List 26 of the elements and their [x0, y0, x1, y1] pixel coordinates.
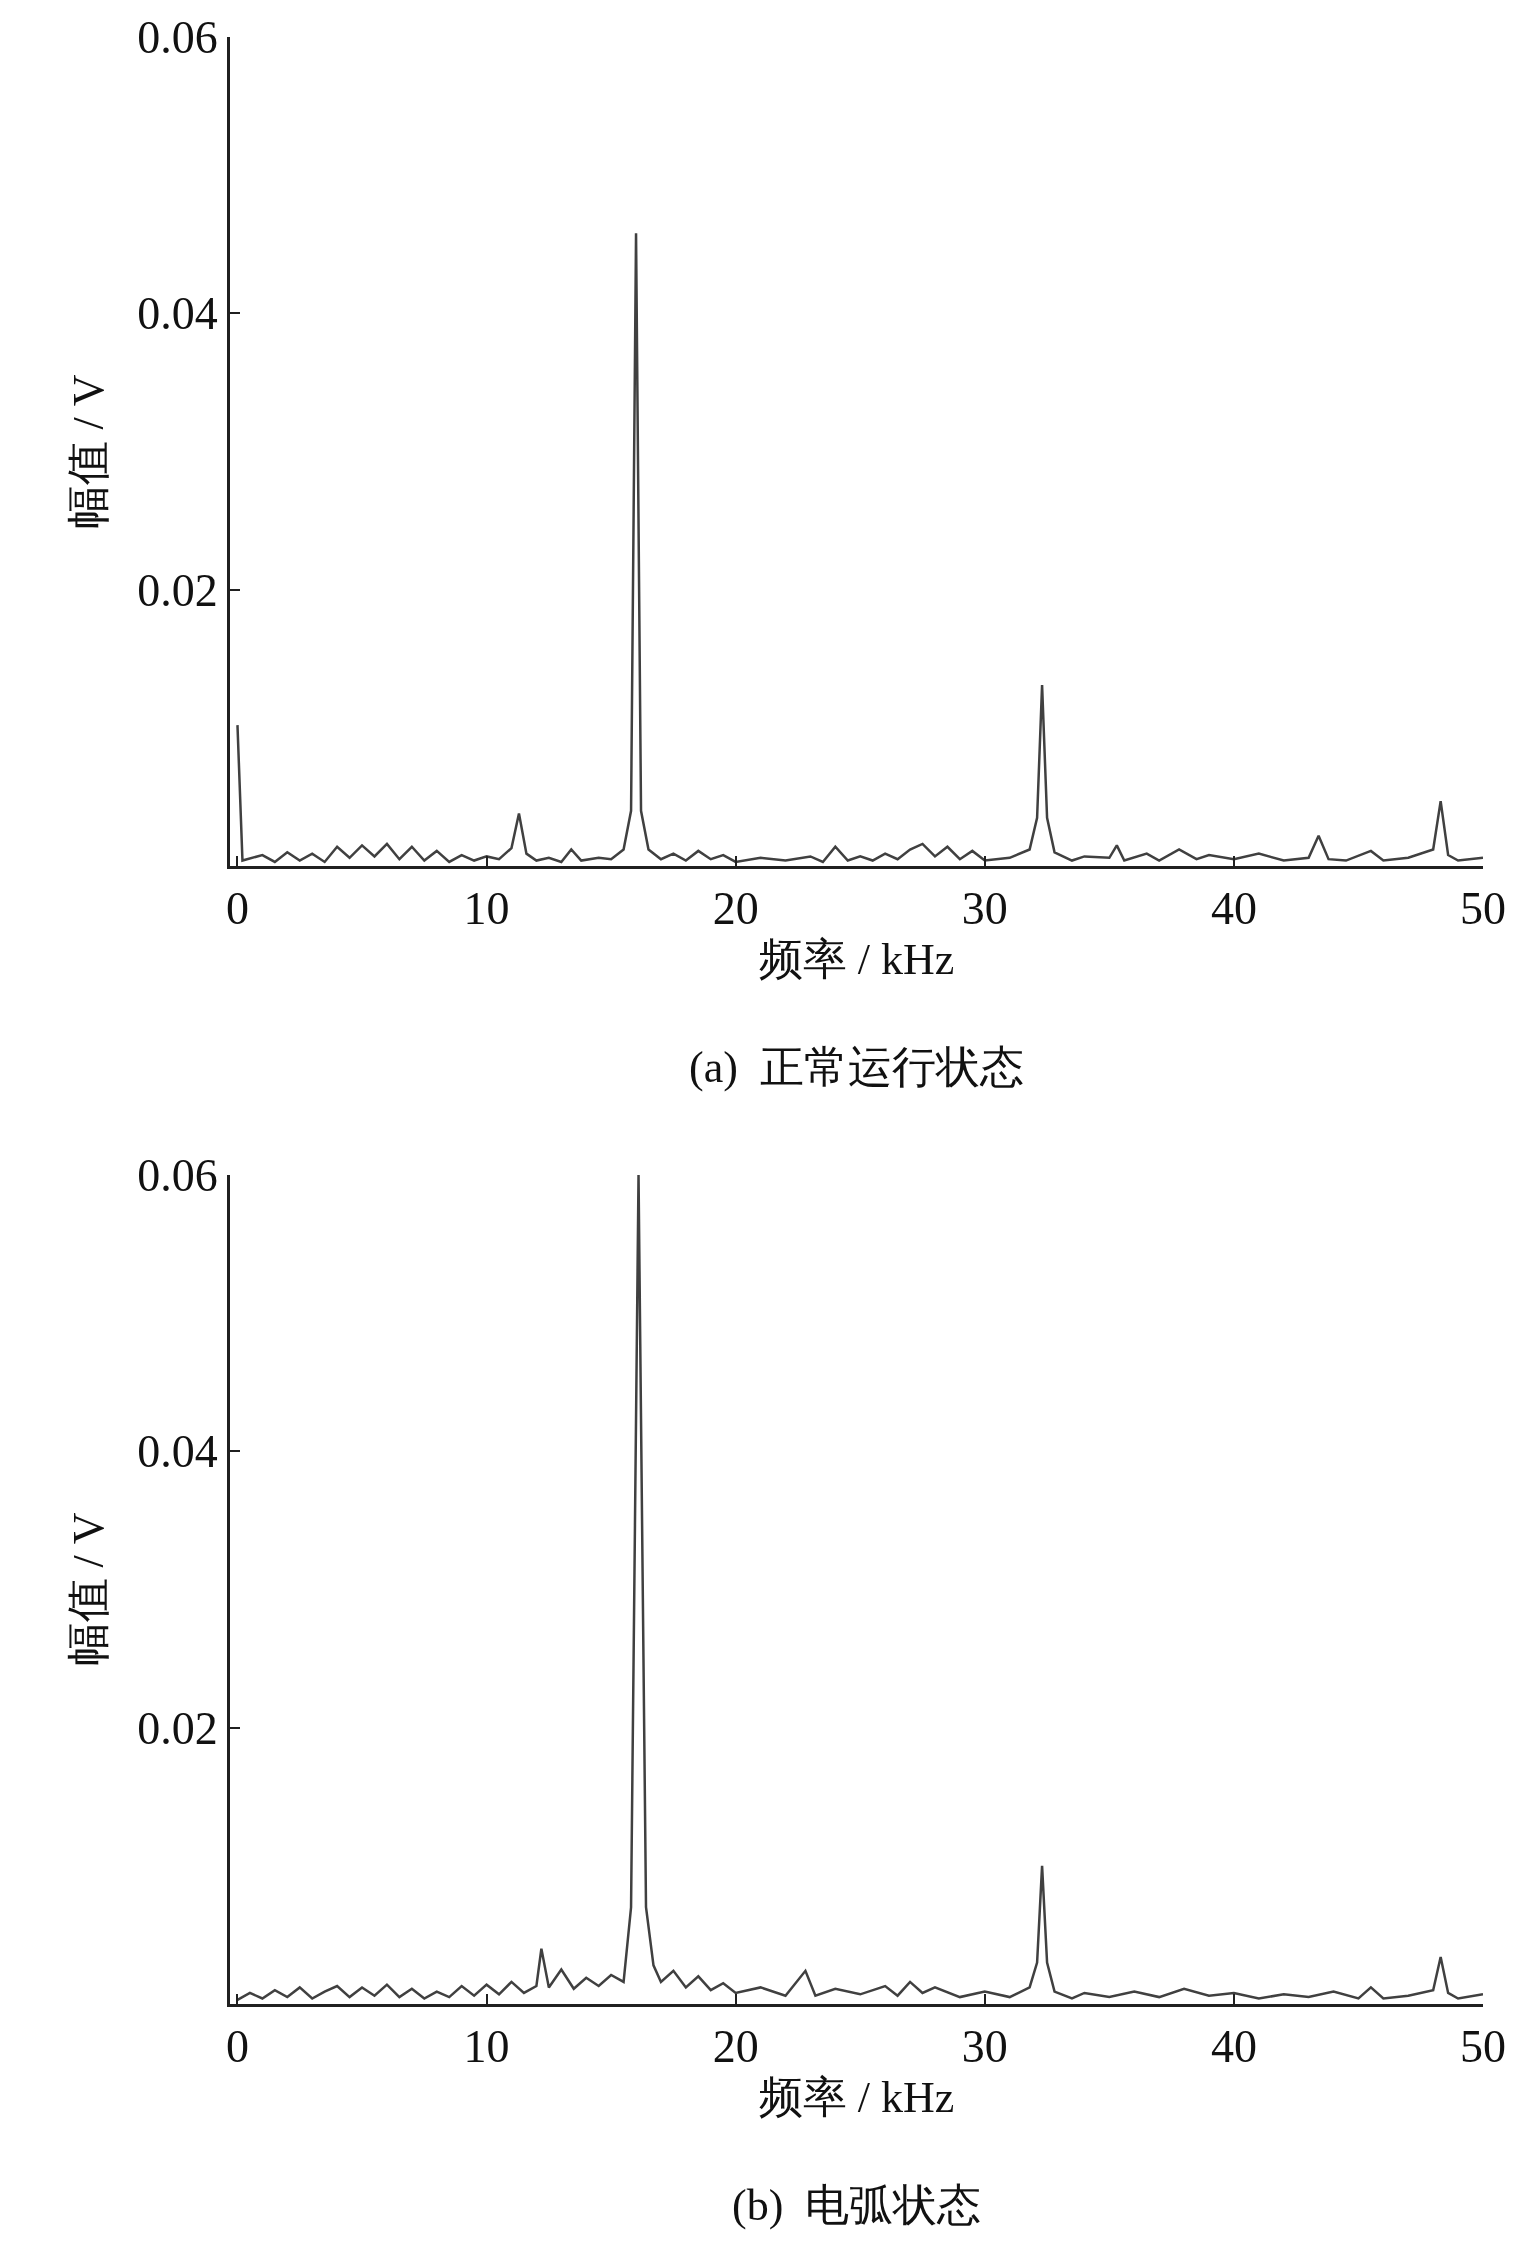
x-tick-label: 20 [712, 2021, 759, 2073]
text: (b) 电弧状态 [732, 2181, 982, 2230]
x-axis-title: 频率 / kHz [758, 2072, 955, 2122]
line-series [236, 1174, 1483, 2002]
x-tick-label: 40 [1210, 2021, 1257, 2073]
x-tick-label: 0 [225, 883, 249, 935]
y-tick-label: 0.02 [137, 1702, 218, 1754]
x-tick-label: 30 [961, 2021, 1008, 2073]
y-tick-label: 0.06 [137, 1150, 218, 1202]
y-tick-label: 0.06 [137, 12, 218, 64]
x-tick-label: 40 [1210, 883, 1257, 935]
x-axis-title: 频率 / kHz [758, 934, 955, 984]
y-tick-label: 0.02 [137, 564, 218, 616]
line-series [236, 231, 1483, 864]
x-tick-label: 10 [463, 883, 510, 935]
x-tick-label: 0 [225, 2021, 249, 2073]
y-tick-label: 0.04 [137, 1426, 218, 1478]
y-axis-title: 幅值 / V [64, 374, 114, 529]
x-tick-label: 30 [961, 883, 1008, 935]
y-axis-title: 幅值 / V [64, 1512, 114, 1667]
text: (a) 正常运行状态 [689, 1043, 1024, 1092]
x-tick-label: 50 [1460, 2021, 1506, 2073]
x-tick-label: 50 [1460, 883, 1506, 935]
y-tick-label: 0.04 [137, 288, 218, 340]
x-tick-label: 20 [712, 883, 759, 935]
x-tick-label: 10 [463, 2021, 510, 2073]
